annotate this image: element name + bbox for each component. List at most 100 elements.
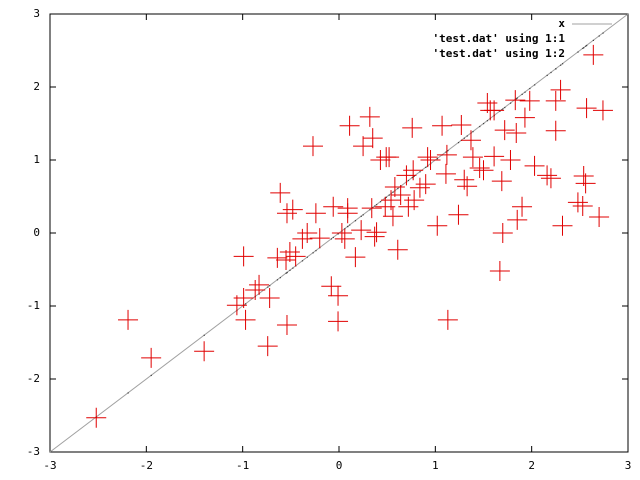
point-cross — [583, 44, 604, 65]
point-cross — [366, 222, 387, 243]
point-cross — [359, 106, 380, 127]
point-cross — [492, 223, 513, 243]
point-dot — [388, 194, 390, 196]
point-cross — [259, 287, 280, 308]
x-tick-label: 3 — [625, 459, 632, 472]
point-dot — [411, 177, 413, 179]
point-cross — [323, 196, 344, 217]
point-cross — [257, 336, 278, 357]
point-cross — [233, 246, 254, 267]
point-cross — [507, 209, 528, 230]
point-dot — [397, 187, 399, 190]
point-cross — [233, 287, 254, 308]
point-dot — [602, 32, 604, 34]
point-cross — [427, 215, 448, 236]
point-cross — [506, 122, 527, 143]
point-dot — [419, 171, 421, 173]
point-cross — [519, 90, 540, 111]
point-dot — [306, 256, 308, 258]
point-cross — [576, 98, 597, 119]
point-dot — [245, 303, 247, 305]
point-dot — [550, 71, 552, 74]
point-cross — [491, 171, 512, 192]
point-cross — [364, 226, 385, 247]
point-cross — [382, 206, 403, 227]
point-cross — [500, 150, 521, 170]
point-dot — [560, 64, 562, 66]
point-cross — [194, 341, 215, 362]
point-cross — [457, 176, 478, 197]
point-dot — [203, 334, 205, 336]
point-cross — [403, 160, 424, 181]
point-dot — [436, 158, 438, 160]
point-dot — [413, 175, 415, 177]
point-dot — [369, 209, 371, 211]
point-dot — [445, 151, 447, 153]
point-dot — [509, 102, 512, 104]
point-dot — [516, 97, 518, 99]
point-cross — [494, 120, 515, 141]
point-dot — [521, 93, 523, 95]
point-cross — [537, 165, 558, 186]
x-tick-label: -2 — [140, 459, 153, 472]
point-dot — [269, 285, 271, 287]
legend-label: 'test.dat' using 1:1 — [433, 32, 566, 45]
legend-label: x — [558, 17, 565, 30]
point-cross — [337, 198, 358, 219]
point-dot — [586, 44, 588, 47]
point-cross — [514, 107, 535, 128]
point-cross — [505, 90, 526, 111]
x-tick-label: -3 — [43, 459, 56, 472]
point-dot — [379, 201, 382, 203]
point-cross — [339, 115, 360, 136]
point-dot — [529, 87, 531, 90]
point-dot — [425, 166, 427, 168]
point-cross — [282, 199, 303, 220]
point-dot — [267, 286, 269, 288]
point-dot — [127, 392, 129, 394]
point-dot — [354, 220, 357, 222]
point-dot — [292, 267, 294, 269]
point-dot — [457, 141, 460, 144]
point-dot — [472, 131, 474, 133]
y-tick-label: 3 — [33, 7, 40, 20]
point-cross — [436, 144, 457, 165]
point-dot — [447, 150, 449, 152]
point-cross — [249, 274, 270, 295]
point-cross — [381, 190, 402, 211]
point-dot — [376, 204, 378, 206]
point-cross — [362, 128, 383, 149]
legend-label: 'test.dat' using 1:2 — [433, 47, 565, 60]
point-dot — [374, 205, 376, 207]
point-cross — [118, 309, 139, 330]
point-dot — [561, 63, 564, 65]
point-dot — [347, 225, 349, 228]
point-dot — [534, 84, 536, 86]
point-cross — [592, 100, 613, 121]
point-cross — [469, 158, 490, 179]
point-cross — [345, 247, 366, 268]
point-dot — [344, 228, 346, 230]
point-dot — [546, 74, 548, 77]
point-cross — [552, 215, 573, 236]
point-cross — [545, 120, 566, 141]
point-cross — [420, 150, 441, 170]
point-cross — [279, 241, 300, 262]
point-dot — [360, 215, 362, 217]
point-dot — [312, 252, 314, 254]
point-cross — [309, 228, 330, 249]
point-cross — [437, 309, 458, 330]
point-dot — [330, 238, 332, 240]
point-dot — [276, 279, 279, 281]
point-dot — [592, 39, 595, 41]
point-dot — [407, 179, 410, 182]
point-dot — [279, 277, 281, 279]
point-cross — [379, 147, 400, 168]
point-cross — [432, 115, 453, 136]
point-cross — [404, 190, 425, 211]
point-dot — [524, 91, 526, 93]
point-dot — [585, 45, 587, 47]
point-cross — [484, 100, 505, 121]
point-cross — [387, 239, 408, 260]
